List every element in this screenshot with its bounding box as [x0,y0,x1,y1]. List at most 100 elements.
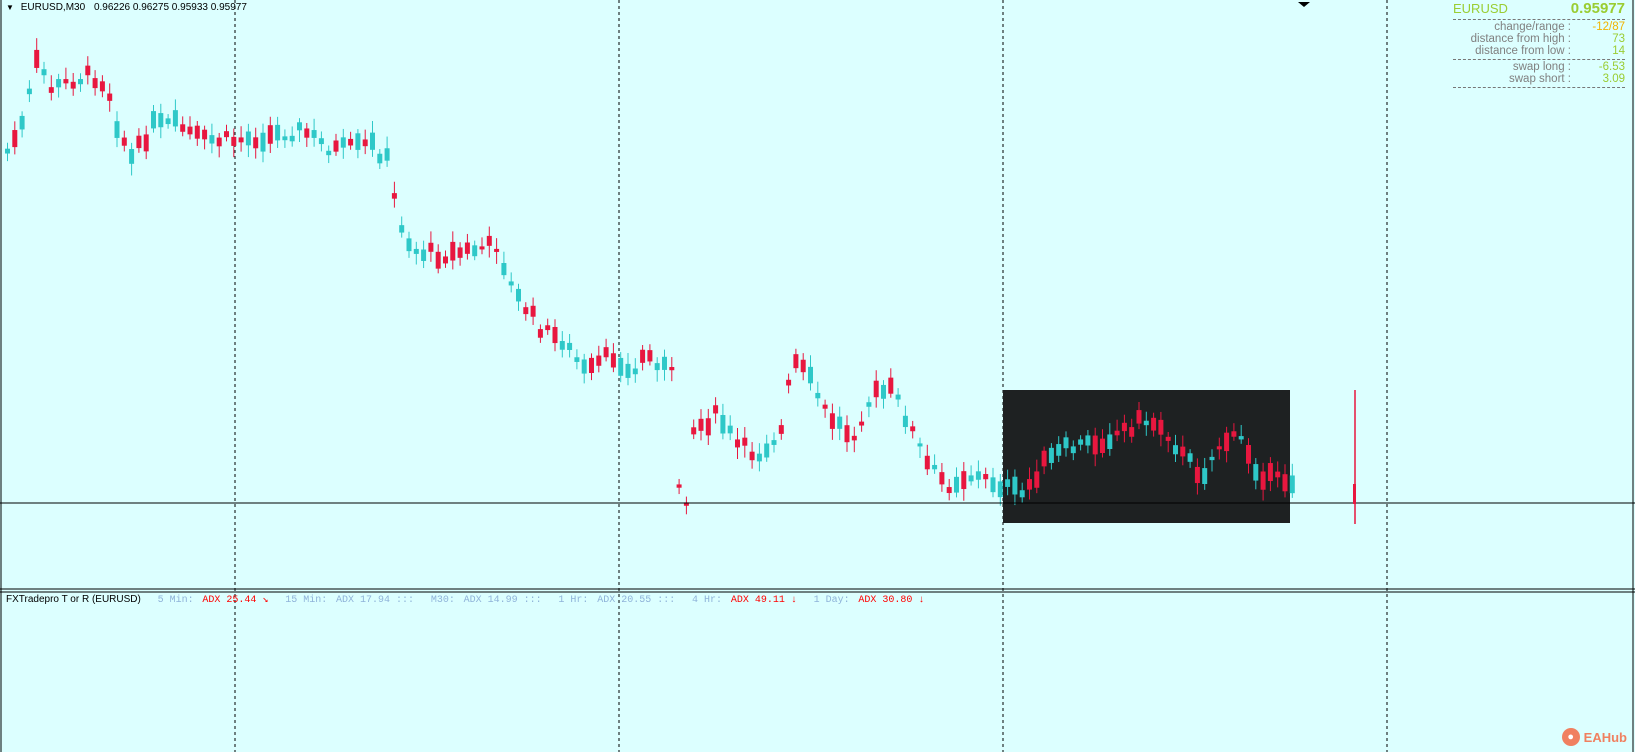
candle-body [399,225,405,233]
indicator-tf-label: 4 Hr: [692,595,723,606]
indicator-tf-label: 1 Hr: [558,595,589,606]
info-divider [1453,87,1625,88]
candle-body [1224,432,1230,452]
candle-body [516,288,521,302]
candle-body [19,115,25,130]
candle-body [421,249,427,261]
candle-body [501,263,507,276]
candle-body [1187,453,1193,462]
candle-body [479,246,485,250]
candle-body [567,342,573,351]
candle-body [209,135,215,144]
candle-body [742,437,748,446]
candle-body [829,413,835,429]
indicator-adx-value: ADX 30.80 ↓ [858,595,925,606]
candle-body [1165,436,1171,441]
info-price: 0.95977 [1570,0,1625,17]
candle-body [260,132,266,152]
candle-body [654,363,660,371]
candle-body [12,130,18,148]
info-row: swap short : 3.09 [1453,73,1625,85]
candle-body [647,350,653,362]
candle-body [537,329,543,338]
candle-body [443,256,448,264]
candle-body [1078,439,1084,445]
candle-body [180,124,186,132]
candle-body [1107,434,1113,450]
indicator-adx-value: ADX 49.11 ↓ [730,595,797,606]
candle-body [1231,431,1237,437]
candle-body [1070,446,1076,454]
candle-body [56,79,62,88]
candle-body [691,427,697,435]
candle-body [756,453,762,462]
candle-body [771,440,777,445]
candle-body [895,394,901,400]
candle-body [662,356,667,370]
candle-body [764,443,770,458]
candle-body [136,135,142,149]
candle-body [698,418,704,431]
info-row-value: 73 [1612,33,1625,45]
candle-body [1275,471,1281,478]
candle-body [1246,445,1251,464]
candle-body [267,125,273,144]
scroll-marker-icon[interactable] [1298,2,1310,7]
indicator-adx-value: ADX 17.94 ::: [336,595,415,606]
candle-body [939,472,945,485]
candle-body [165,118,171,125]
candle-body [1041,450,1047,467]
candle-body [844,425,850,443]
candle-body [297,122,302,131]
indicator-bar: FXTradepro T or R (EURUSD) 5 Min: ADX 25… [6,594,938,606]
candle-body [545,325,551,331]
candle-body [413,248,419,254]
candle-body [486,235,492,246]
candle-body [107,93,113,101]
candle-body [406,238,412,252]
candle-body [596,355,602,366]
candle-body [1238,436,1244,440]
candle-body [523,307,529,315]
candle-body [683,502,689,506]
info-row-label: distance from high : [1470,33,1571,45]
candle-body [727,425,733,434]
info-row: distance from high : 73 [1453,33,1625,45]
candle-body [202,129,208,140]
candle-body [778,425,784,434]
candle-body [1048,447,1054,463]
candle-body [48,87,54,93]
candle-body [932,464,938,470]
info-row-label: swap short : [1509,73,1571,85]
candle-body [1100,438,1105,454]
collapse-arrow-icon[interactable]: ▼ [6,3,14,12]
candle-body [859,421,865,426]
candle-body [1289,475,1295,494]
candle-body [238,137,244,143]
symbol-timeframe: EURUSD,M30 [20,2,86,13]
indicator-tf-label: 15 Min: [285,595,328,606]
candle-body [589,357,594,374]
indicator-name: FXTradepro T or R (EURUSD) [6,594,141,605]
candle-body [873,380,879,398]
candle-body [1056,444,1062,456]
candle-body [997,481,1003,498]
candle-body [231,136,237,146]
candle-body [705,418,711,436]
candle-body [304,128,310,138]
candle-body [472,245,478,257]
candle-body [1136,410,1142,424]
candle-body [114,121,120,138]
candle-body [1282,474,1288,492]
symbol-info-panel: EURUSD 0.95977 change/range : -12/87 dis… [1453,0,1625,89]
candle-body [333,140,339,152]
candle-body [435,251,441,269]
candle-body [355,133,361,150]
candle-body [1012,476,1018,495]
info-symbol: EURUSD [1453,1,1508,16]
candle-body [1267,463,1273,482]
candle-body [618,357,624,376]
candle-body [815,392,821,399]
candle-body [1209,456,1215,461]
